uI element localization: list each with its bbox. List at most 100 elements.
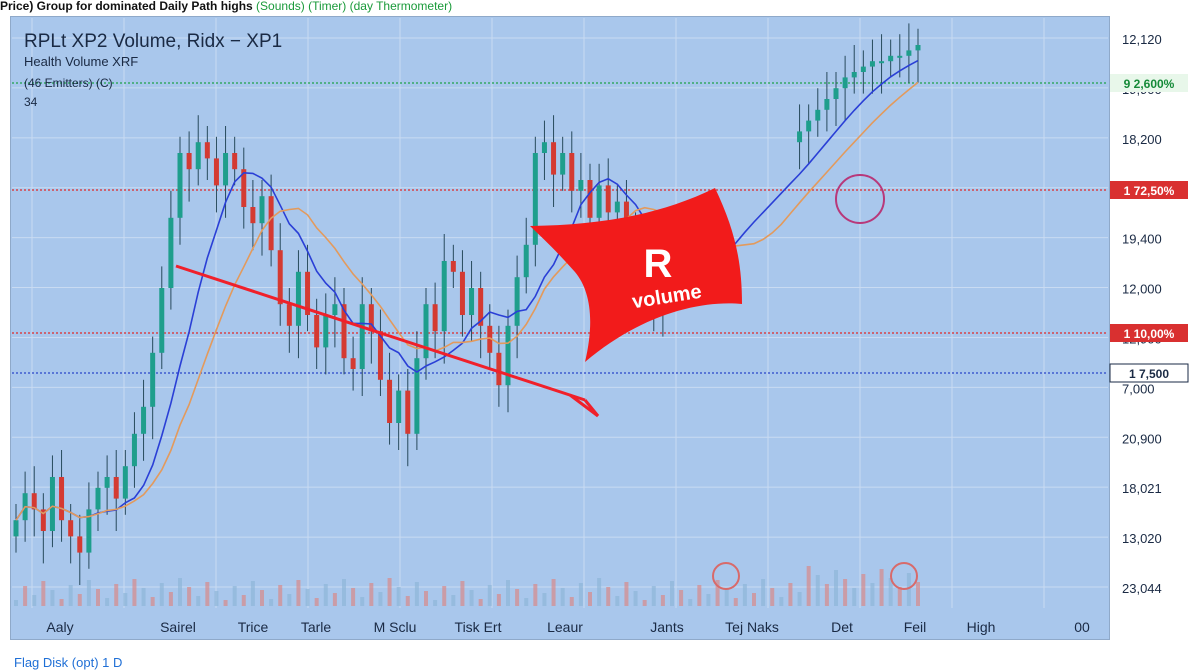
level-tag-label: 1 7,500 xyxy=(1129,367,1169,381)
volume-marker xyxy=(890,562,918,590)
level-tag-box xyxy=(1109,363,1189,383)
candle-body xyxy=(113,477,119,499)
candle-body xyxy=(77,536,83,553)
candle-body xyxy=(122,466,128,499)
candle-body xyxy=(569,153,575,191)
volume-bar xyxy=(542,593,547,606)
volume-bar xyxy=(633,591,638,606)
x-tick-label: Sairel xyxy=(160,619,196,635)
candle-body xyxy=(387,379,393,423)
volume-bar xyxy=(132,579,137,606)
candle-body xyxy=(159,288,165,353)
volume-bar xyxy=(96,589,100,606)
volume-bar xyxy=(351,588,356,606)
volume-bar xyxy=(223,600,228,606)
candle-body xyxy=(888,55,894,62)
candle-body xyxy=(277,250,283,305)
candle-body xyxy=(815,109,821,121)
volume-bar xyxy=(779,597,784,606)
volume-bar xyxy=(123,593,128,606)
y-tick-label: 19,400 xyxy=(1122,232,1162,247)
y-tick-label: 7,000 xyxy=(1122,381,1155,396)
volume-bar xyxy=(287,594,292,606)
volume-bar xyxy=(651,586,656,606)
volume-bar xyxy=(897,587,902,606)
volume-bar xyxy=(724,589,729,606)
volume-bar xyxy=(469,590,474,606)
candle-body xyxy=(450,261,456,272)
legend-line3: 34 xyxy=(24,95,38,109)
level-tag: 1 10,00% xyxy=(1110,324,1188,342)
volume-bar xyxy=(824,584,829,606)
x-tick-label: 00 xyxy=(1074,619,1090,635)
volume-bar xyxy=(642,600,647,606)
candle-body xyxy=(806,120,812,132)
candle-body xyxy=(195,142,201,170)
y-tick-label: 12,000 xyxy=(1122,282,1162,297)
x-tick-label: Tisk Ert xyxy=(455,619,502,635)
volume-bar xyxy=(460,581,465,606)
candle-body xyxy=(396,390,402,423)
x-tick-label: Leaur xyxy=(547,619,583,635)
candle-body xyxy=(141,406,147,434)
legend-line1: Health Volume XRF xyxy=(24,54,138,69)
candle-body xyxy=(605,185,611,213)
volume-marker xyxy=(712,562,740,590)
candle-body xyxy=(332,304,338,315)
candle-body xyxy=(514,277,520,326)
candle-body xyxy=(177,153,183,218)
candle-body xyxy=(906,50,912,56)
volume-bar xyxy=(168,592,173,606)
legend-title: RPLt XP2 Volume, Ridx − XP1 xyxy=(24,31,282,52)
volume-bar xyxy=(342,579,346,606)
level-tag-label: 9 2,600% xyxy=(1124,77,1175,91)
candle-body xyxy=(851,72,857,78)
y-tick-label: 18,021 xyxy=(1122,481,1162,496)
volume-bar xyxy=(679,590,684,606)
volume-bar xyxy=(50,590,55,606)
candle-body xyxy=(150,352,156,407)
volume-bar xyxy=(578,583,583,606)
candle-body xyxy=(897,55,903,58)
volume-bar xyxy=(879,569,884,606)
trendline-arrow-edge xyxy=(569,393,599,418)
volume-bar xyxy=(232,586,237,606)
volume-bar xyxy=(433,600,438,606)
moving-averages xyxy=(15,59,919,521)
volume-bar xyxy=(660,595,665,606)
trendline xyxy=(175,264,586,402)
volume-bar xyxy=(323,584,328,606)
volume-bar xyxy=(387,578,392,606)
ma-blue-line xyxy=(15,59,919,521)
volume-bar xyxy=(187,587,192,606)
candle-body xyxy=(40,509,46,531)
volume-bar xyxy=(196,596,201,606)
candle-body xyxy=(204,142,210,159)
candle-body xyxy=(496,352,502,386)
volume-bar xyxy=(815,575,820,606)
y-axis-labels: 12,12019,90018,20010,00019,40012,00012,9… xyxy=(1122,32,1162,596)
volume-bar xyxy=(269,599,274,606)
volume-bar xyxy=(697,585,702,606)
candle-body xyxy=(560,153,566,175)
volume-bar xyxy=(906,573,911,606)
candle-body xyxy=(286,304,292,326)
volume-bar xyxy=(296,580,301,606)
volume-bar xyxy=(870,583,875,606)
volume-bar xyxy=(478,599,483,606)
candle-body xyxy=(359,304,365,369)
level-tags: 9 2,600% 1 72,50% 1 10,00% 1 7,500 xyxy=(1109,74,1189,383)
candle-body xyxy=(487,325,493,353)
volume-bar xyxy=(77,594,82,606)
candle-body xyxy=(614,201,620,213)
level-tag: 9 2,600% xyxy=(1110,74,1188,92)
candle-body xyxy=(350,358,356,369)
level-tag-box xyxy=(1110,324,1188,342)
volume-bar xyxy=(260,590,264,606)
volume-bar xyxy=(114,584,119,606)
candle-body xyxy=(551,142,557,175)
caption-text: Price) Group for dominated Daily Path hi… xyxy=(0,0,253,13)
x-tick-label: Tej Naks xyxy=(725,619,779,635)
legend-line2: (46 Emitters) (C) xyxy=(24,76,113,90)
volume-bar xyxy=(487,585,492,606)
